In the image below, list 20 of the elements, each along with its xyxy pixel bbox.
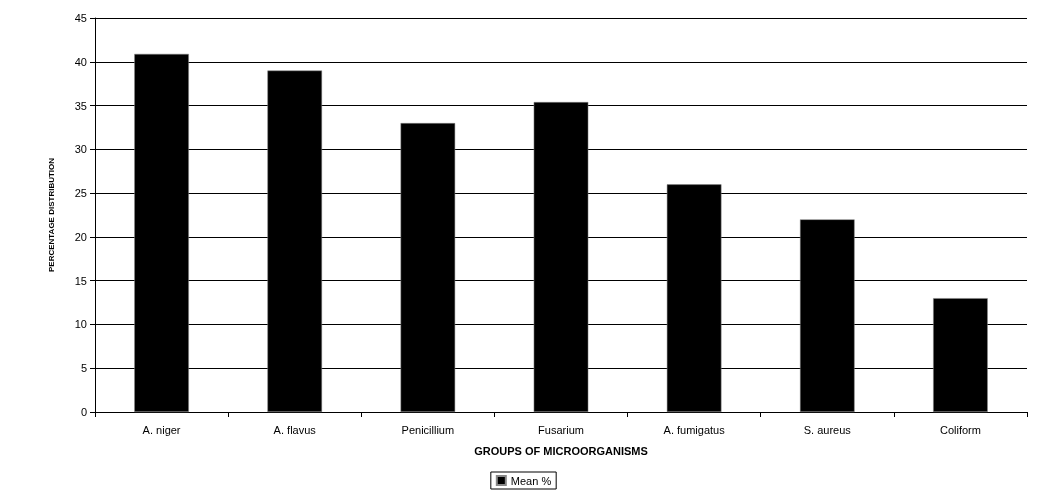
y-tick-label: 35 — [74, 99, 87, 112]
x-tick-label: Penicillium — [401, 423, 455, 436]
y-axis-title: PERCENTAGE DISTRIBUTION — [46, 157, 56, 273]
y-tick-label: 10 — [74, 318, 87, 331]
y-tick-label: 30 — [74, 143, 87, 156]
x-tick-label: Fusarium — [538, 423, 584, 436]
y-tick-label: 40 — [74, 55, 87, 68]
x-tick-label: S. aureus — [803, 423, 852, 436]
x-tick-label: A. fumigatus — [663, 423, 726, 436]
y-tick-label: 15 — [74, 274, 87, 287]
y-tick-label: 25 — [74, 187, 87, 200]
x-tick-label: A. niger — [142, 423, 181, 436]
y-tick-label: 5 — [80, 362, 87, 375]
y-tick-label: 20 — [74, 230, 87, 243]
y-tick-label: 45 — [74, 12, 87, 24]
x-axis-title: GROUPS OF MICROORGANISMS — [474, 444, 648, 457]
legend-label: Mean % — [510, 474, 552, 487]
x-tick-label: A. flavus — [273, 423, 317, 436]
y-tick-label: 0 — [80, 406, 87, 418]
x-tick-label: Coliform — [939, 423, 981, 436]
